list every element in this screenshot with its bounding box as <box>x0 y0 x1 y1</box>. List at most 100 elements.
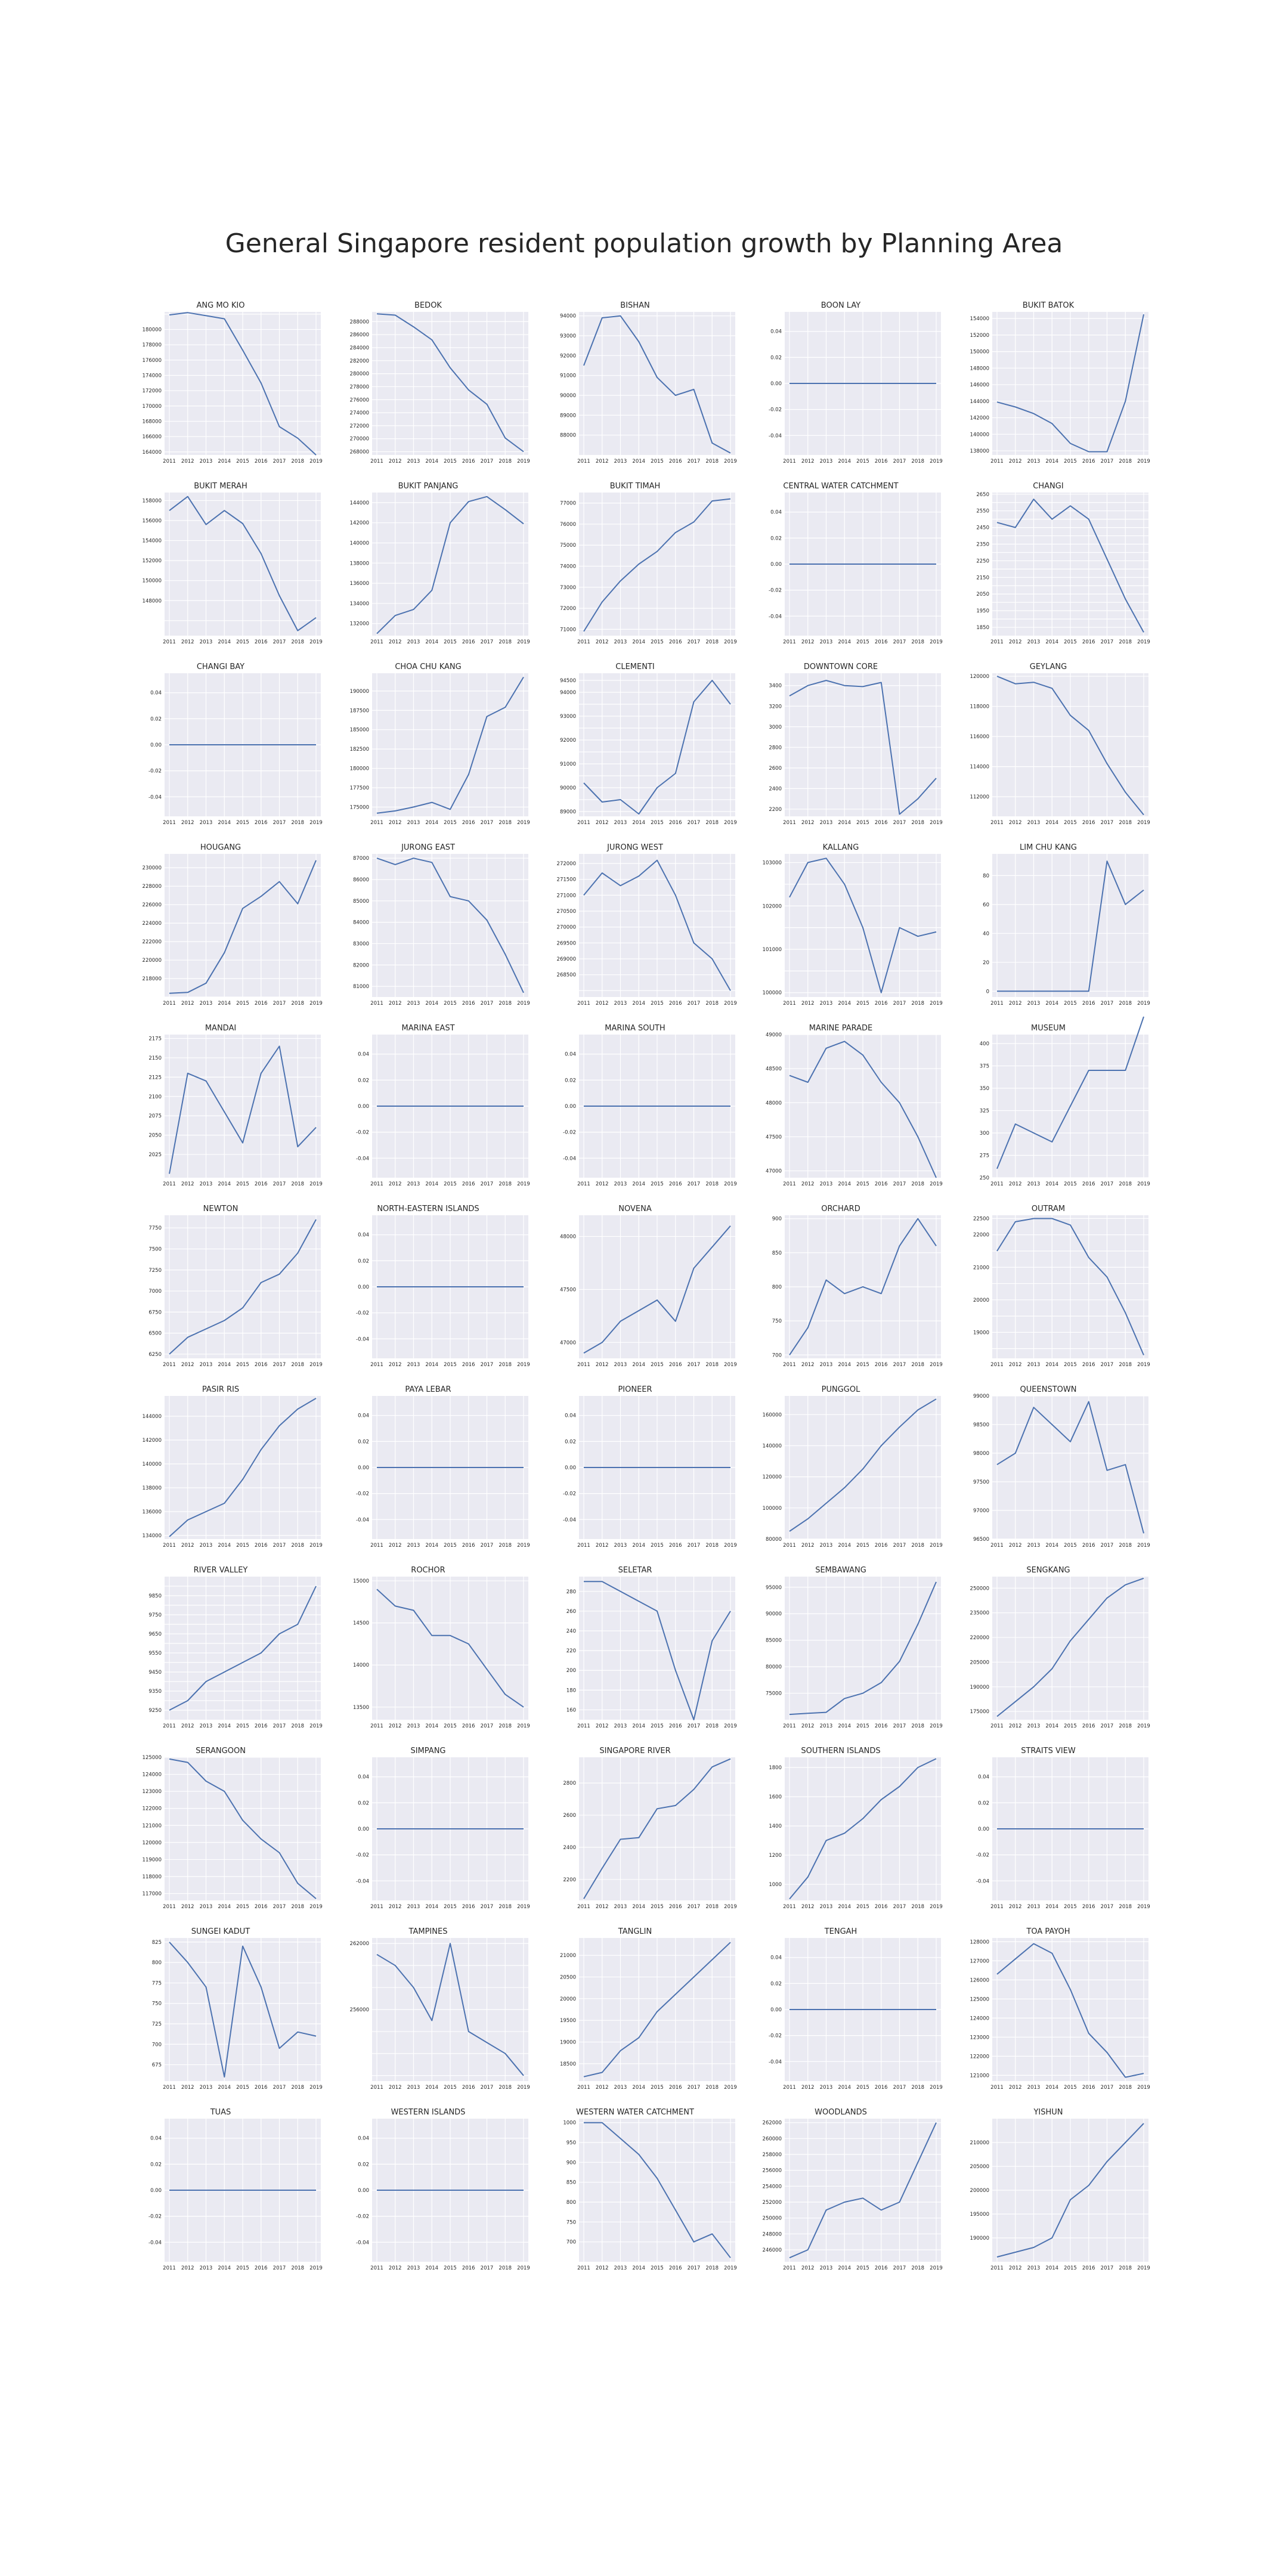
subplot-chart: 2011 2012 2013 2014 2015 2016 2017 2018 2019 250 2… <box>980 1016 1150 1187</box>
x-tick-label: 2014 <box>425 820 438 826</box>
y-tick-label: -0.02 <box>356 1130 369 1136</box>
y-tick-label: 0 <box>986 989 989 995</box>
y-tick-label: 0.00 <box>565 1465 576 1471</box>
x-tick-label: 2014 <box>1045 639 1058 645</box>
y-tick-label: -0.02 <box>769 407 782 413</box>
subplot-chart: 2011 2012 2013 2014 2015 2016 2017 2018 2019 -0.0… <box>769 1938 943 2091</box>
x-tick-label: 2013 <box>200 459 213 465</box>
subplot-chart: 2011 2012 2013 2014 2015 2016 2017 2018 2019 -0.0… <box>563 1396 737 1549</box>
subplot-chart: 2011 2012 2013 2014 2015 2016 2017 2018 2019 -0.0… <box>769 493 943 645</box>
y-tick-label: 280 <box>566 1589 576 1595</box>
x-tick-label: 2016 <box>669 1362 682 1368</box>
y-tick-label: 146000 <box>970 382 989 388</box>
x-tick-label: 2017 <box>688 1362 701 1368</box>
series-line <box>583 1225 731 1354</box>
x-tick-label: 2014 <box>838 639 851 645</box>
x-tick-label: 2017 <box>273 820 286 826</box>
subplot-title: MANDAI <box>205 1024 237 1033</box>
series-line <box>997 860 1144 992</box>
x-tick-label: 2016 <box>875 2085 888 2091</box>
x-tick-label: 2016 <box>875 1362 888 1368</box>
y-tick-label: 142000 <box>350 521 369 527</box>
x-tick-label: 2011 <box>370 820 383 826</box>
x-tick-label: 2016 <box>875 459 888 465</box>
x-tick-label: 2012 <box>801 1543 815 1549</box>
x-tick-label: 2012 <box>596 1181 609 1187</box>
y-tick-label: 800 <box>566 2200 576 2206</box>
x-tick-label: 2015 <box>444 2265 457 2271</box>
subplot-chart: 2011 2012 2013 2014 2015 2016 2017 2018 2019 6250… <box>148 1215 323 1368</box>
x-tick-label: 2013 <box>614 1362 627 1368</box>
y-tick-label: 72000 <box>560 606 576 612</box>
x-tick-label: 2013 <box>200 2265 213 2271</box>
y-tick-label: 226000 <box>143 902 162 908</box>
x-tick-label: 2011 <box>163 1181 176 1187</box>
x-tick-label: 2012 <box>1009 2265 1022 2271</box>
x-tick-label: 2018 <box>499 1904 512 1910</box>
x-tick-label: 2017 <box>688 639 701 645</box>
y-tick-label: 0.00 <box>358 1104 369 1110</box>
y-tick-label: 14500 <box>353 1621 369 1627</box>
x-tick-label: 2015 <box>651 820 664 826</box>
x-tick-label: 2012 <box>181 2265 194 2271</box>
x-tick-label: 2016 <box>255 1001 268 1007</box>
x-tick-label: 2014 <box>632 2265 645 2271</box>
x-tick-label: 2018 <box>705 1723 719 1729</box>
subplot-panel: ORCHARD 2011 2012 2013 2014 2015 2016 2017 2018 2… <box>739 1205 943 1373</box>
y-tick-label: 0.00 <box>358 2188 369 2194</box>
y-tick-label: 9250 <box>148 1708 162 1714</box>
subplot-panel: CHANGI 2011 2012 2013 2014 2015 2016 2017 2018 20… <box>947 482 1150 650</box>
y-tick-label: 269000 <box>557 956 576 962</box>
subplot-chart: 2011 2012 2013 2014 2015 2016 2017 2018 2019 -0.0… <box>356 2119 530 2271</box>
x-tick-label: 2017 <box>1101 1904 1114 1910</box>
x-tick-label: 2011 <box>783 2085 796 2091</box>
x-tick-label: 2016 <box>1082 1362 1095 1368</box>
x-tick-label: 2018 <box>1119 1543 1132 1549</box>
y-tick-label: 7750 <box>148 1225 162 1231</box>
y-tick-label: 20000 <box>973 1298 989 1304</box>
subplot-title: BUKIT MERAH <box>194 482 247 491</box>
y-tick-label: -0.04 <box>769 614 782 620</box>
subplot-chart: 2011 2012 2013 2014 2015 2016 2017 2018 2019 2200… <box>769 673 943 826</box>
x-tick-label: 2013 <box>1027 820 1041 826</box>
x-tick-label: 2012 <box>801 459 815 465</box>
y-tick-label: 48000 <box>766 1100 782 1106</box>
x-tick-label: 2017 <box>481 2085 494 2091</box>
subplot-chart: 2011 2012 2013 2014 2015 2016 2017 2018 2019 2560… <box>350 1938 530 2091</box>
x-tick-label: 2014 <box>425 639 438 645</box>
series-line <box>169 1045 317 1174</box>
x-tick-label: 2018 <box>499 1362 512 1368</box>
x-tick-label: 2017 <box>481 639 494 645</box>
x-tick-label: 2011 <box>783 1362 796 1368</box>
y-tick-label: 71000 <box>560 627 576 633</box>
subplot-title: ROCHOR <box>411 1566 445 1575</box>
y-tick-label: 1000 <box>563 2120 576 2126</box>
x-tick-label: 2016 <box>669 1543 682 1549</box>
x-tick-label: 2012 <box>389 1001 402 1007</box>
subplot-chart: 2011 2012 2013 2014 2015 2016 2017 2018 2019 8800… <box>560 312 737 465</box>
x-tick-label: 2015 <box>1064 1001 1077 1007</box>
x-tick-label: 2015 <box>1064 2265 1077 2271</box>
x-tick-label: 2013 <box>407 1001 420 1007</box>
subplot-title: PAYA LEBAR <box>405 1385 451 1394</box>
y-tick-label: 76000 <box>560 522 576 528</box>
y-tick-label: 120000 <box>143 1840 162 1846</box>
series-line <box>376 676 524 814</box>
x-tick-label: 2015 <box>856 1723 869 1729</box>
y-tick-label: 14000 <box>353 1662 369 1668</box>
x-tick-label: 2017 <box>273 639 286 645</box>
y-tick-label: 268000 <box>350 450 369 456</box>
y-tick-label: 0.04 <box>565 1413 576 1419</box>
x-tick-label: 2015 <box>444 1543 457 1549</box>
subplot-title: ANG MO KIO <box>196 301 245 310</box>
subplot-chart: 2011 2012 2013 2014 2015 2016 2017 2018 2019 700 7… <box>563 2119 737 2271</box>
x-tick-label: 2018 <box>705 1001 719 1007</box>
x-tick-label: 2014 <box>632 1181 645 1187</box>
x-tick-label: 2012 <box>596 2265 609 2271</box>
x-tick-label: 2016 <box>462 1001 475 1007</box>
y-tick-label: 124000 <box>970 2015 989 2021</box>
y-tick-label: -0.02 <box>769 588 782 594</box>
y-tick-label: 121000 <box>143 1823 162 1829</box>
x-tick-label: 2016 <box>1082 820 1095 826</box>
x-tick-label: 2017 <box>1101 1181 1114 1187</box>
